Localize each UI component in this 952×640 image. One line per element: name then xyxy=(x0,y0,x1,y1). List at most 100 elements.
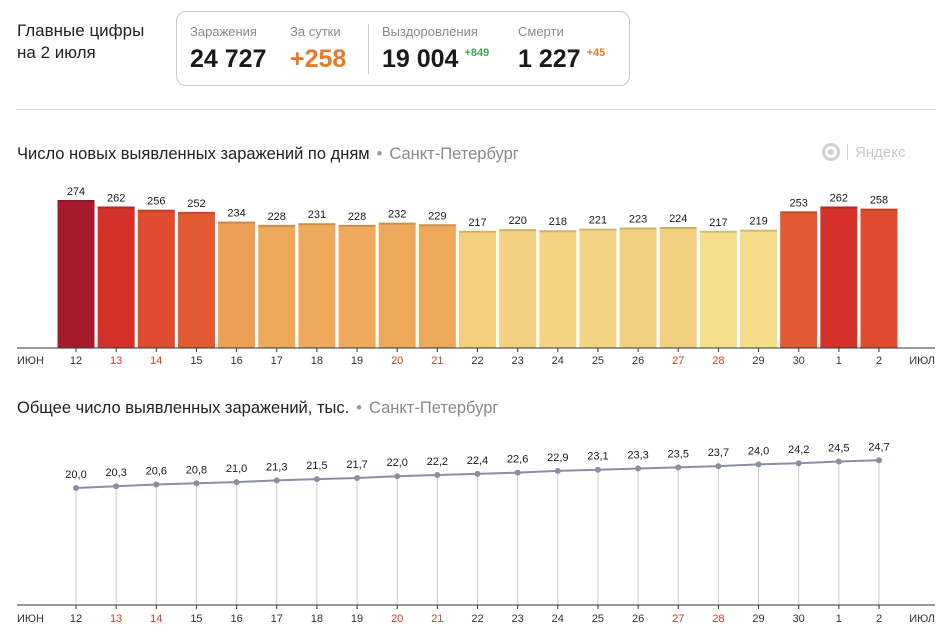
x-tick-label: 29 xyxy=(752,613,764,625)
yandex-logo-icon xyxy=(822,143,840,161)
data-point xyxy=(233,479,240,486)
headline: Главные цифры на 2 июля xyxy=(17,20,144,64)
data-point xyxy=(554,467,561,474)
bar-cap xyxy=(699,230,737,233)
point-value-label: 24,2 xyxy=(788,444,809,456)
point-value-label: 22,2 xyxy=(427,456,448,468)
x-tick-label: 13 xyxy=(110,613,122,625)
bar xyxy=(378,222,416,348)
stat-recovered: Выздоровления 19 004 +849 xyxy=(382,24,489,74)
bar-value-label: 252 xyxy=(187,198,205,210)
bar-cap xyxy=(137,209,175,212)
bar-value-label: 229 xyxy=(428,210,446,222)
yandex-watermark: Яндекс xyxy=(822,143,905,161)
x-tick-label: 19 xyxy=(351,355,363,367)
x-tick-label: 28 xyxy=(712,613,724,625)
data-point xyxy=(835,458,842,465)
x-tick-label: 2 xyxy=(876,613,882,625)
stat-daily-value: +258 xyxy=(290,45,347,73)
x-tick-label: 25 xyxy=(592,355,604,367)
bar xyxy=(659,227,697,348)
bar-cap xyxy=(659,227,697,230)
bar-cap xyxy=(499,229,537,232)
bar-value-label: 224 xyxy=(669,213,687,225)
headline-line-2: на 2 июля xyxy=(17,43,96,62)
bar xyxy=(619,227,657,348)
bar xyxy=(740,229,778,348)
x-tick-label: 29 xyxy=(752,355,764,367)
point-value-label: 23,1 xyxy=(587,451,608,463)
bar-value-label: 274 xyxy=(67,186,85,198)
x-tick-label: 16 xyxy=(230,613,242,625)
bar xyxy=(137,209,175,348)
data-point xyxy=(635,465,642,472)
x-tick-label: 21 xyxy=(431,355,443,367)
bar-cap xyxy=(619,227,657,230)
total-chart-subtitle: Санкт-Петербург xyxy=(368,399,499,417)
stats-separator xyxy=(368,24,369,74)
bar xyxy=(699,230,737,348)
bar xyxy=(579,228,617,348)
bar-cap xyxy=(97,206,135,209)
stat-recovered-value: 19 004 xyxy=(382,45,459,73)
stat-recovered-label: Выздоровления xyxy=(382,24,478,39)
data-point xyxy=(273,477,280,484)
bar-cap xyxy=(860,208,898,211)
stat-recovered-row: 19 004 +849 xyxy=(382,45,489,74)
bar-value-label: 217 xyxy=(468,217,486,229)
bar xyxy=(780,211,818,348)
x-tick-label: 14 xyxy=(150,355,162,367)
data-point xyxy=(354,474,361,481)
axis-end-label: ИЮЛ xyxy=(909,355,935,367)
x-tick-label: 17 xyxy=(271,355,283,367)
bar-cap xyxy=(579,228,617,231)
x-tick-label: 2 xyxy=(876,355,882,367)
bar xyxy=(57,200,95,348)
point-value-label: 22,0 xyxy=(386,457,407,469)
bar-value-label: 219 xyxy=(749,216,767,228)
stat-deaths-label: Смерти xyxy=(518,24,564,39)
total-chart-title: Общее число выявленных заражений, тыс. • С… xyxy=(17,399,498,418)
data-point xyxy=(594,466,601,473)
bar xyxy=(338,224,376,348)
bar-value-label: 228 xyxy=(348,211,366,223)
x-tick-label: 12 xyxy=(70,355,82,367)
bar-value-label: 262 xyxy=(107,192,125,204)
stat-deaths-value: 1 227 xyxy=(518,45,581,73)
bar-value-label: 256 xyxy=(147,196,165,208)
point-value-label: 21,5 xyxy=(306,460,327,472)
x-tick-label: 14 xyxy=(150,613,162,625)
x-tick-label: 1 xyxy=(836,355,842,367)
data-point xyxy=(153,481,160,488)
data-point xyxy=(313,476,320,483)
bar-cap xyxy=(378,222,416,225)
bar-cap xyxy=(177,211,215,214)
bar-value-label: 218 xyxy=(549,216,567,228)
point-value-label: 21,7 xyxy=(346,459,367,471)
total-chart-title-text: Общее число выявленных заражений, тыс. xyxy=(17,399,350,417)
stat-daily: За сутки +258 xyxy=(290,24,346,74)
x-tick-label: 23 xyxy=(512,355,524,367)
bar-value-label: 221 xyxy=(589,215,607,227)
bar-value-label: 253 xyxy=(790,197,808,209)
bar xyxy=(499,229,537,348)
data-point xyxy=(474,470,481,477)
bar-cap xyxy=(338,224,376,227)
point-value-label: 24,0 xyxy=(748,445,769,457)
x-tick-label: 12 xyxy=(70,613,82,625)
data-point xyxy=(73,485,79,491)
x-tick-label: 19 xyxy=(351,613,363,625)
bar-cap xyxy=(459,230,496,233)
data-point xyxy=(514,469,521,476)
stat-recovered-delta: +849 xyxy=(464,47,490,59)
stat-infections-label: Заражения xyxy=(190,24,257,39)
point-value-label: 22,4 xyxy=(467,455,488,467)
x-tick-label: 24 xyxy=(552,355,564,367)
bar-value-label: 262 xyxy=(830,192,848,204)
point-value-label: 20,0 xyxy=(65,469,86,481)
bar xyxy=(539,230,577,348)
x-tick-label: 18 xyxy=(311,613,323,625)
point-value-label: 21,3 xyxy=(266,461,287,473)
section-divider xyxy=(17,109,935,110)
